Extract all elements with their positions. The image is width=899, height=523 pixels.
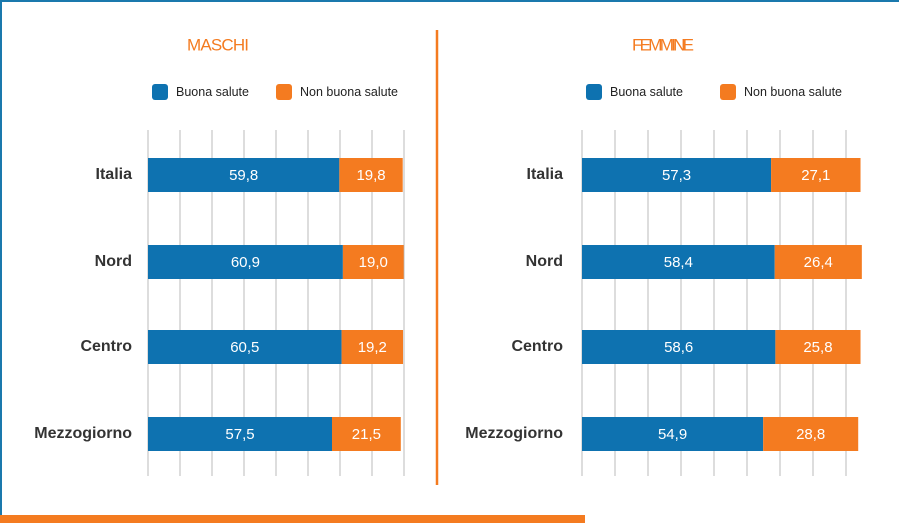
legend-swatch [152, 84, 168, 100]
bar-segment [341, 330, 404, 364]
chart-title: MASCHI [187, 35, 249, 54]
bar-segment [148, 158, 340, 192]
value-label: 59,8 [229, 167, 258, 184]
footer-bar [0, 515, 585, 523]
legend-swatch [276, 84, 292, 100]
bar-segment [148, 330, 342, 364]
legend-swatch [720, 84, 736, 100]
category-label: Mezzogiorno [34, 425, 132, 442]
bar-segment [774, 245, 862, 279]
legend-swatch [586, 84, 602, 100]
value-label: 57,5 [225, 426, 254, 443]
value-label: 58,4 [664, 254, 693, 271]
category-label: Mezzogiorno [465, 425, 563, 442]
bar-segment [763, 417, 859, 451]
value-label: 57,3 [662, 167, 691, 184]
bar-segment [342, 245, 404, 279]
bar-segment [582, 330, 776, 364]
category-label: Nord [95, 253, 132, 270]
value-label: 60,9 [231, 254, 260, 271]
value-label: 54,9 [658, 426, 687, 443]
value-label: 26,4 [804, 254, 833, 271]
bar-segment [332, 417, 401, 451]
value-label: 25,8 [803, 339, 832, 356]
legend-label: Buona salute [176, 85, 249, 99]
bar-segment [148, 245, 343, 279]
legend-label: Non buona salute [300, 85, 398, 99]
bar-segment [775, 330, 861, 364]
value-label: 28,8 [796, 426, 825, 443]
category-label: Nord [526, 253, 563, 270]
legend-label: Non buona salute [744, 85, 842, 99]
value-label: 21,5 [352, 426, 381, 443]
bar-segment [582, 158, 772, 192]
category-label: Italia [96, 166, 133, 183]
bar-segment [771, 158, 861, 192]
chart-title: FEMMINE [632, 35, 694, 54]
bar-segment [339, 158, 403, 192]
bar-segment [582, 245, 775, 279]
bar-segment [582, 417, 764, 451]
legend-label: Buona salute [610, 85, 683, 99]
bar-segment [148, 417, 332, 451]
value-label: 19,2 [358, 339, 387, 356]
category-label: Centro [511, 338, 563, 355]
category-label: Centro [80, 338, 132, 355]
value-label: 19,0 [359, 254, 388, 271]
value-label: 60,5 [230, 339, 259, 356]
value-label: 58,6 [664, 339, 693, 356]
category-label: Italia [527, 166, 564, 183]
value-label: 19,8 [356, 167, 385, 184]
value-label: 27,1 [801, 167, 830, 184]
